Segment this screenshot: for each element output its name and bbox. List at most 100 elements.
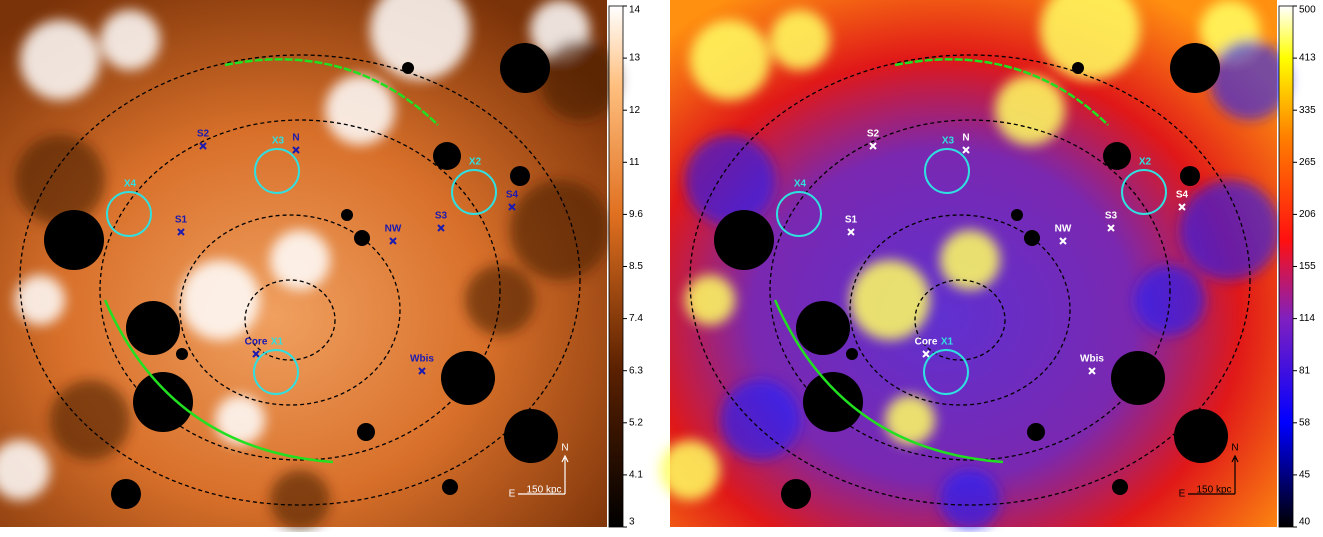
region-circle (776, 191, 822, 237)
point-source-mask (126, 301, 180, 355)
contour (179, 214, 401, 406)
region-marker (199, 142, 207, 150)
colorbar-tick-label: 45 (1299, 470, 1311, 481)
region-label: X3 (942, 136, 955, 147)
bright-region (215, 395, 265, 445)
scale-label: 150 kpc (1196, 485, 1231, 496)
region-label: S3 (435, 211, 448, 222)
colorbar-tick-label: 6.3 (629, 365, 643, 376)
colorbar-tick-label: 8.5 (629, 261, 643, 272)
region-marker (437, 224, 445, 232)
point-source-mask (1011, 209, 1023, 221)
region-marker (292, 146, 300, 154)
map-panel: S2 X3 N X4 S1 X2 S4 S3 NW Core X1 Wbis N E 150 kpc (660, 0, 1290, 530)
point-source-mask (510, 166, 530, 186)
bright-region (885, 395, 935, 445)
region-label: X3 (272, 136, 285, 147)
bright-region (180, 260, 260, 340)
region-marker (1107, 224, 1115, 232)
colorbar-tick-label: 81 (1299, 365, 1311, 376)
region-label: Wbis (1080, 354, 1104, 365)
compass-east: E (509, 489, 516, 500)
colorbar-tick-label: 14 (629, 5, 641, 16)
region-marker (869, 142, 877, 150)
point-source-mask (341, 209, 353, 221)
colorbar-tick-label: 40 (1299, 517, 1311, 528)
bright-region (370, 0, 470, 80)
bright-region (15, 275, 65, 325)
contour (99, 119, 501, 461)
scale-label: 150 kpc (526, 485, 561, 496)
colorbar-tick-label: 3 (629, 517, 635, 528)
region-label: Core (245, 337, 268, 348)
bright-region (690, 20, 770, 100)
region-label: X4 (794, 179, 807, 190)
point-source-mask (1103, 142, 1131, 170)
colorbar (1278, 5, 1294, 528)
point-source-mask (111, 479, 141, 509)
dark-region (940, 470, 1000, 530)
colorbar-tick-label: 114 (1299, 313, 1315, 324)
bright-region (770, 10, 830, 70)
region-marker (1178, 203, 1186, 211)
dark-region (510, 180, 610, 280)
region-circle (253, 349, 299, 395)
colorbar-tick-label: 500 (1299, 5, 1316, 16)
colorbar-tick-label: 9.6 (629, 209, 643, 220)
point-source-mask (44, 210, 104, 270)
region-marker (962, 146, 970, 154)
region-label: Wbis (410, 354, 434, 365)
bright-region (850, 260, 930, 340)
point-source-mask (846, 348, 858, 360)
dark-region (270, 470, 330, 530)
colorbar-tick-label: 265 (1299, 157, 1316, 168)
colorbar (608, 5, 624, 528)
point-source-mask (1024, 230, 1040, 246)
bright-region (995, 75, 1065, 145)
point-source-mask (803, 372, 863, 432)
dark-region (50, 380, 130, 460)
compass-north: N (561, 443, 568, 454)
region-label: S3 (1105, 211, 1118, 222)
region-label: N (292, 133, 299, 144)
bright-region (685, 275, 735, 325)
region-circle (106, 191, 152, 237)
region-label: NW (385, 224, 402, 235)
region-circle (923, 349, 969, 395)
region-label: X2 (1139, 157, 1152, 168)
colorbar-tick-label: 335 (1299, 105, 1316, 116)
region-marker (1059, 237, 1067, 245)
dark-region (720, 380, 800, 460)
colorbar-tick-label: 5.2 (629, 417, 643, 428)
point-source-mask (1027, 423, 1045, 441)
contour (689, 54, 1251, 506)
map-panel: S2 X3 N X4 S1 X2 S4 S3 NW Core X1 Wbis N E 150 kpc (0, 0, 620, 530)
bright-region (0, 440, 50, 500)
point-source-mask (442, 479, 458, 495)
compass (1188, 454, 1239, 495)
point-source-mask (796, 301, 850, 355)
point-source-mask (441, 351, 495, 405)
region-label: Core (915, 337, 938, 348)
region-label: N (962, 133, 969, 144)
point-source-mask (500, 43, 550, 93)
point-source-mask (176, 348, 188, 360)
point-source-mask (354, 230, 370, 246)
bright-region (660, 440, 720, 500)
region-label: X1 (271, 337, 284, 348)
dark-region (1210, 40, 1290, 120)
shock-arc (103, 299, 334, 464)
bright-region (1040, 0, 1140, 80)
colorbar-tick-label: 11 (629, 157, 640, 168)
contour (19, 54, 581, 506)
region-label: S1 (175, 215, 188, 226)
bright-region (20, 20, 100, 100)
contour (244, 279, 336, 361)
compass (518, 454, 569, 495)
compass-north: N (1231, 443, 1238, 454)
point-source-mask (1174, 409, 1228, 463)
point-source-mask (1170, 43, 1220, 93)
region-marker (418, 367, 426, 375)
bright-region (940, 230, 1000, 290)
